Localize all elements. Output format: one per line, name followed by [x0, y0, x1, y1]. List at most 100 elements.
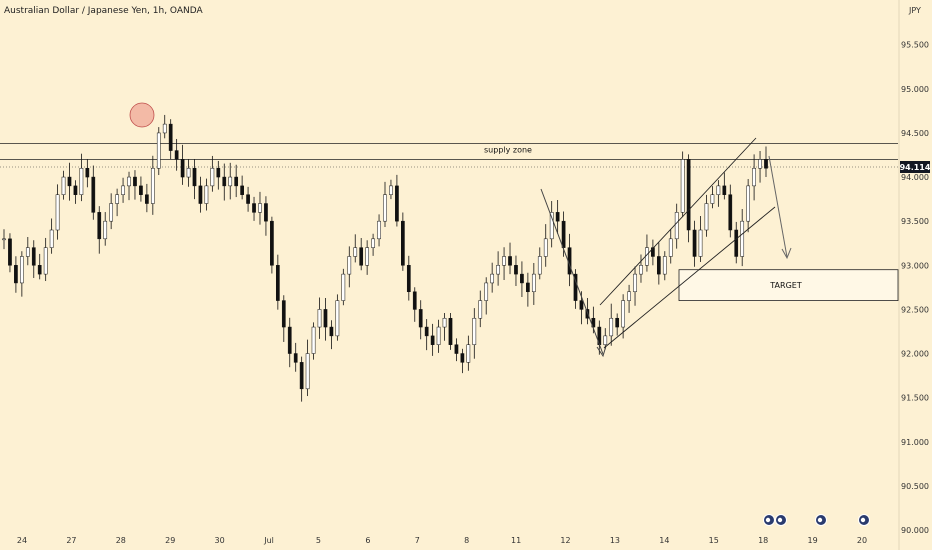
- candle-body: [502, 256, 506, 266]
- candle-body: [752, 167, 756, 187]
- price-tick-label: 92.000: [901, 350, 929, 359]
- candle-body: [442, 317, 447, 328]
- candle-body: [573, 273, 578, 301]
- candle-body: [514, 265, 518, 275]
- candle-body: [329, 326, 334, 337]
- candle-body: [758, 159, 762, 169]
- candle-body: [627, 291, 631, 301]
- price-tick-label: 94.000: [901, 173, 929, 182]
- annotations-foreground: [129, 102, 792, 358]
- candle-body: [20, 256, 24, 284]
- candle-body: [192, 167, 197, 187]
- candle-body: [543, 238, 548, 257]
- price-tick-label: 93.000: [901, 261, 929, 270]
- candle-body: [150, 167, 155, 204]
- candle-body: [79, 167, 84, 195]
- candle-body: [633, 273, 637, 293]
- candle-body: [97, 212, 102, 240]
- candle-body: [353, 247, 358, 257]
- target-zone-box: [678, 269, 899, 301]
- candle-body: [133, 176, 137, 187]
- candle-body: [460, 353, 465, 363]
- candle-body: [258, 203, 262, 213]
- date-tick-label: 28: [116, 536, 126, 545]
- price-tick-label: 90.500: [901, 482, 929, 491]
- candle-body: [448, 317, 453, 345]
- candle-body: [686, 159, 691, 231]
- channel-lower-line: [603, 206, 776, 349]
- candle-body: [383, 194, 387, 222]
- candle-body: [555, 212, 560, 222]
- currency-label: JPY: [908, 6, 921, 15]
- candle-body: [436, 326, 441, 345]
- candle-body: [180, 159, 185, 178]
- candle-body: [25, 247, 30, 257]
- date-tick-label: 6: [365, 536, 370, 545]
- candle-body: [764, 159, 768, 169]
- candle-body: [639, 265, 643, 275]
- candle-body: [156, 132, 161, 169]
- event-flag-icon: [815, 514, 827, 526]
- chart-title: Australian Dollar / Japanese Yen, 1h, OA…: [4, 6, 203, 16]
- candle-body: [121, 185, 125, 195]
- candle-body: [37, 265, 42, 275]
- candle-body: [621, 300, 625, 328]
- candle-body: [365, 247, 369, 266]
- date-tick-label: 12: [560, 536, 570, 545]
- candle-body: [537, 256, 542, 275]
- price-tick-label: 90.000: [901, 526, 929, 535]
- candle-body: [8, 238, 12, 266]
- candle-body: [246, 194, 250, 204]
- date-tick-label: 13: [610, 536, 620, 545]
- date-tick-label: 8: [464, 536, 469, 545]
- candle-body: [323, 309, 328, 328]
- event-flag-icon: [763, 514, 775, 526]
- candle-body: [531, 273, 536, 293]
- candle-body: [401, 220, 405, 266]
- peak-highlight-circle: [129, 102, 155, 128]
- candle-body: [109, 203, 114, 222]
- candle-body: [728, 194, 733, 231]
- candle-body: [275, 265, 280, 301]
- date-tick-label: 14: [659, 536, 669, 545]
- event-flag-icon: [775, 514, 787, 526]
- current-price-label: 94.114: [900, 163, 931, 172]
- date-tick-label: 19: [807, 536, 817, 545]
- candle-body: [305, 353, 310, 390]
- candle-body: [698, 229, 703, 257]
- candle-body: [252, 203, 256, 213]
- candle-body: [674, 212, 679, 240]
- candle-body: [49, 229, 54, 248]
- event-icon-star: [860, 517, 866, 523]
- candle-body: [603, 335, 608, 345]
- event-flag-icon: [858, 514, 870, 526]
- price-tick-label: 91.000: [901, 438, 929, 447]
- candle-body: [710, 194, 715, 204]
- candle-body: [139, 185, 143, 195]
- candle-body: [145, 194, 149, 204]
- date-tick-label: 5: [316, 536, 321, 545]
- candle-body: [91, 176, 96, 213]
- candle-body: [299, 362, 304, 390]
- candle-body: [466, 344, 471, 363]
- candle-body: [692, 229, 697, 257]
- candle-body: [222, 176, 227, 187]
- candle-body: [228, 176, 233, 187]
- candle-body: [2, 238, 6, 241]
- price-series: [2, 114, 768, 402]
- event-icon-star: [777, 517, 783, 523]
- candle-body: [311, 326, 316, 354]
- current-price-badge: [900, 161, 930, 173]
- event-icon-star: [765, 517, 771, 523]
- projection-arrow-line: [768, 155, 788, 258]
- price-tick-label: 95.500: [901, 41, 929, 50]
- price-tick-label: 91.500: [901, 394, 929, 403]
- candle-body: [406, 265, 411, 293]
- candle-body: [198, 185, 203, 204]
- date-tick-label: Jul: [263, 536, 274, 545]
- candle-body: [371, 238, 375, 248]
- candle-body: [496, 265, 500, 275]
- candle-body: [264, 203, 268, 222]
